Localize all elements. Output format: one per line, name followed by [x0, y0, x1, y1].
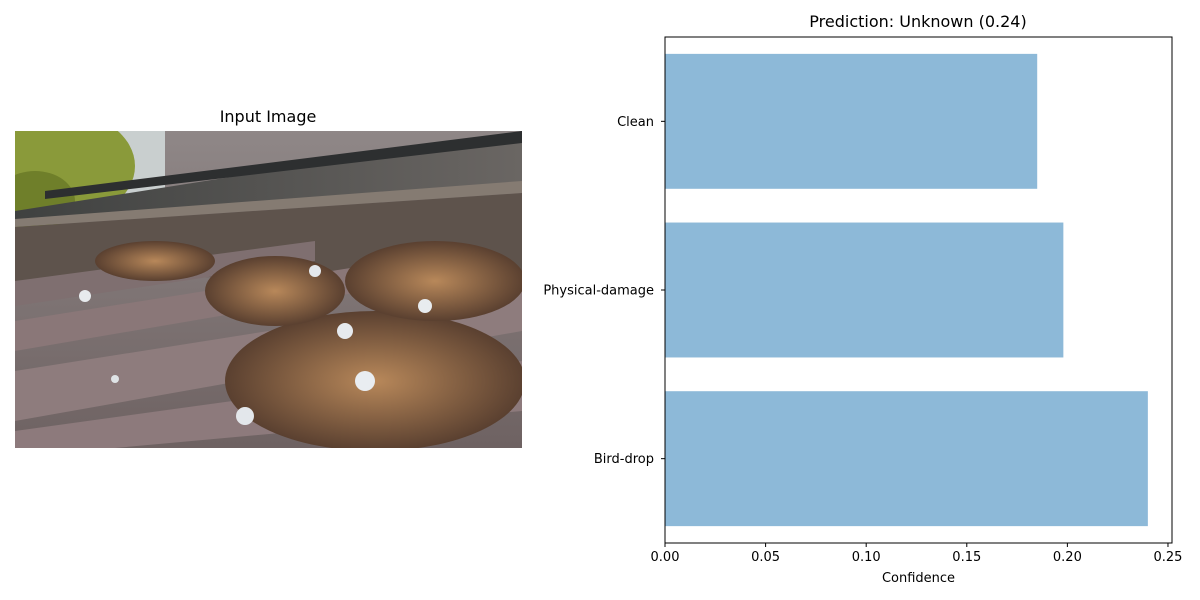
bar-bird-drop [665, 391, 1148, 527]
x-axis-label: Confidence [882, 571, 955, 586]
chart-title: Prediction: Unknown (0.24) [809, 12, 1027, 31]
y-tick-label-physical-damage: Physical-damage [543, 284, 654, 299]
x-tick-label-1: 0.05 [751, 550, 780, 565]
y-tick-label-bird-drop: Bird-drop [594, 452, 654, 467]
bar-physical-damage [665, 222, 1064, 358]
input-image-title: Input Image [219, 107, 317, 126]
bar-clean [665, 53, 1038, 189]
input-image [15, 131, 522, 448]
x-tick-label-0: 0.00 [651, 550, 680, 565]
solar-panel-photo [15, 131, 522, 448]
axes-frame [664, 36, 1173, 544]
x-tick-label-2: 0.10 [852, 550, 881, 565]
x-tick-label-3: 0.15 [952, 550, 981, 565]
x-tick-label-5: 0.25 [1153, 550, 1182, 565]
y-tick-label-clean: Clean [617, 115, 654, 130]
x-tick-label-4: 0.20 [1053, 550, 1082, 565]
